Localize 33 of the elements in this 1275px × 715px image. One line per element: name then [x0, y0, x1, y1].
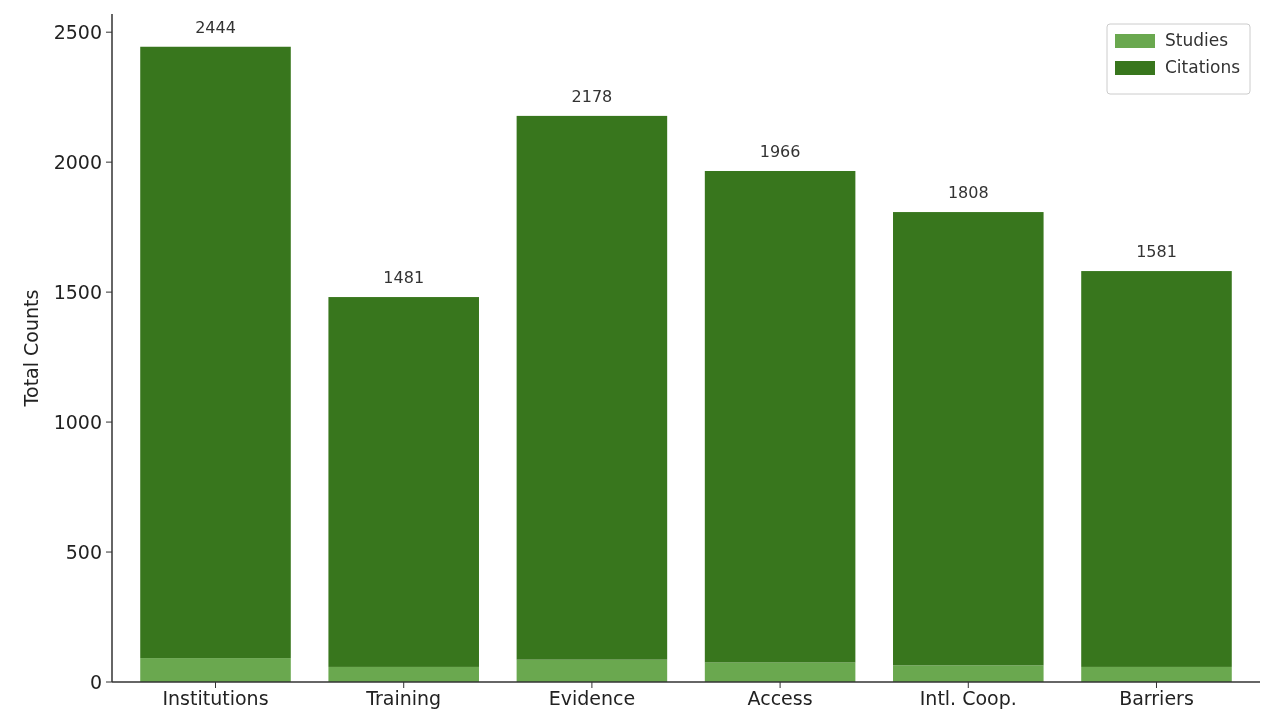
bar [140, 46, 291, 659]
x-tick-label: Institutions [162, 687, 269, 709]
legend-label: Studies [1165, 30, 1229, 50]
y-tick-label: 2500 [53, 20, 102, 43]
bar [893, 212, 1044, 666]
legend-label: Citations [1165, 57, 1241, 77]
bar [328, 666, 479, 682]
bar [704, 170, 856, 663]
bar [516, 115, 668, 660]
bar [1081, 666, 1232, 682]
bar [328, 297, 479, 667]
bar [704, 662, 856, 682]
total-label: 2444 [195, 17, 236, 37]
x-tick-label: Training [365, 687, 442, 709]
x-tick-label: Intl. Coop. [919, 687, 1017, 709]
y-tick-label: 1500 [53, 280, 102, 303]
bar [516, 659, 668, 682]
total-label: 1481 [383, 268, 425, 288]
total-label: 1581 [1136, 242, 1177, 262]
y-tick-label: 0 [89, 670, 102, 693]
bar [140, 658, 291, 682]
total-label: 1966 [759, 141, 801, 161]
total-label: 2178 [571, 86, 613, 106]
y-tick-label: 500 [65, 540, 102, 563]
bar [893, 665, 1044, 682]
total-label: 1808 [947, 183, 989, 203]
bar [1081, 271, 1232, 667]
y-tick-label: 1000 [53, 410, 102, 433]
x-tick-label: Barriers [1119, 687, 1194, 709]
y-tick-label: 2000 [53, 150, 102, 173]
x-tick-label: Access [747, 687, 813, 709]
y-axis-title: Total Counts [20, 289, 42, 408]
x-tick-label: Evidence [548, 687, 636, 709]
